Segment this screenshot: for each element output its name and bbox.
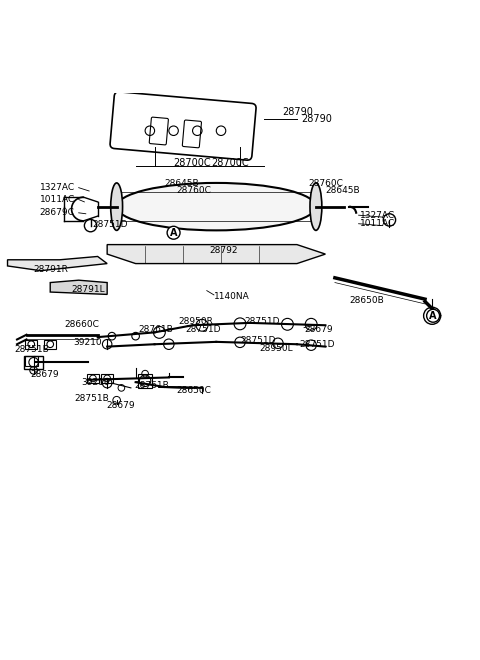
Text: 39210: 39210 (81, 378, 110, 387)
Text: 28679C: 28679C (40, 209, 75, 217)
Text: 28790: 28790 (283, 107, 313, 117)
Text: 28679: 28679 (106, 401, 135, 411)
Text: 1327AC: 1327AC (360, 211, 395, 220)
Text: 28751D: 28751D (92, 220, 128, 229)
Bar (24, 356, 38, 366)
Text: 28751D: 28751D (300, 340, 335, 348)
Text: 1011AC: 1011AC (40, 195, 75, 204)
Text: 28751D: 28751D (185, 325, 221, 333)
Ellipse shape (111, 183, 122, 230)
Text: 28791L: 28791L (72, 285, 105, 294)
Text: 28645B: 28645B (325, 187, 360, 195)
Polygon shape (8, 257, 107, 271)
Text: 28679: 28679 (30, 370, 59, 379)
Bar (138, 374, 152, 388)
Text: 1011AC: 1011AC (360, 219, 395, 228)
Ellipse shape (310, 183, 322, 230)
Text: 28791R: 28791R (34, 265, 69, 274)
FancyBboxPatch shape (182, 120, 202, 148)
Text: 28760C: 28760C (176, 186, 211, 195)
Text: 28650B: 28650B (349, 296, 384, 305)
Text: 28700C: 28700C (212, 158, 249, 168)
Text: 28761B: 28761B (138, 325, 173, 333)
Text: 1327AC: 1327AC (40, 183, 75, 192)
Text: 28761B: 28761B (135, 381, 169, 391)
FancyBboxPatch shape (149, 117, 168, 145)
Bar (44, 340, 56, 348)
Text: 28650C: 28650C (176, 385, 211, 395)
Bar (101, 374, 113, 383)
Polygon shape (107, 245, 325, 263)
Text: 28700C: 28700C (174, 158, 211, 168)
Text: 28792: 28792 (209, 246, 238, 255)
Bar (87, 374, 99, 383)
Text: 28751B: 28751B (14, 345, 49, 354)
Text: 28660C: 28660C (64, 320, 99, 329)
Bar (25, 340, 37, 348)
FancyBboxPatch shape (110, 92, 256, 160)
Text: 28760C: 28760C (309, 180, 344, 188)
Polygon shape (50, 280, 107, 294)
Text: 28950L: 28950L (259, 344, 293, 353)
Text: 28790: 28790 (301, 114, 333, 124)
Text: 28645B: 28645B (164, 180, 199, 188)
Text: 28950R: 28950R (179, 317, 213, 327)
Ellipse shape (117, 183, 316, 230)
Text: 28751B: 28751B (74, 394, 108, 403)
Text: 28751D: 28751D (240, 336, 276, 345)
Bar (24, 356, 43, 369)
Text: A: A (170, 228, 177, 238)
Text: 39210: 39210 (73, 339, 102, 347)
Text: 1140NA: 1140NA (214, 292, 250, 301)
Text: A: A (429, 311, 437, 321)
Text: 28751D: 28751D (245, 317, 280, 327)
Text: 28679: 28679 (304, 325, 333, 333)
